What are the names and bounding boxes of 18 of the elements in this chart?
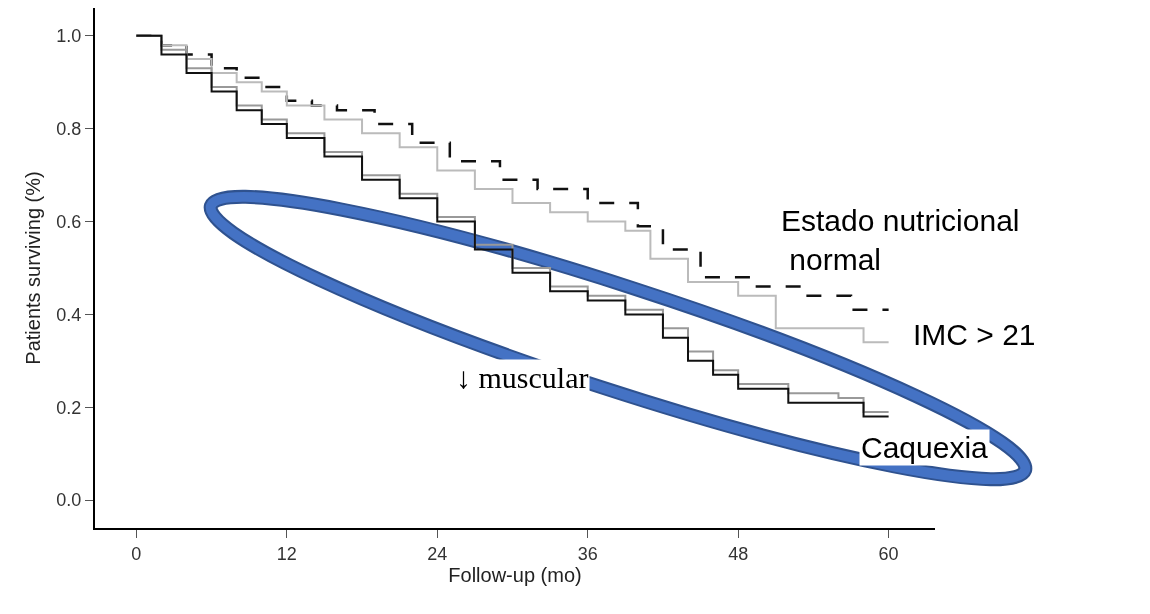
x-tick-label: 48 <box>728 543 749 564</box>
y-axis-title: Patients surviving (%) <box>22 171 45 365</box>
series-label: Caquexia <box>861 431 989 464</box>
series-label: Estado nutricional normal <box>781 204 1020 276</box>
x-tick-label: 24 <box>427 543 448 564</box>
x-axis-title: Follow-up (mo) <box>448 563 582 586</box>
series-label: IMC > 21 <box>913 318 1036 351</box>
y-tick-label: 1.0 <box>56 26 82 47</box>
y-tick-label: 0.6 <box>56 211 82 232</box>
x-tick-label: 60 <box>878 543 899 564</box>
x-tick-label: 12 <box>276 543 297 564</box>
x-tick-label: 0 <box>131 543 142 564</box>
text: ↓ muscular <box>456 361 589 394</box>
y-tick-label: 0.4 <box>56 304 82 325</box>
y-tick-label: 0.8 <box>56 119 82 140</box>
x-tick-label: 36 <box>577 543 598 564</box>
y-tick-label: 0.2 <box>56 397 82 418</box>
y-tick-label: 0.0 <box>56 490 82 511</box>
